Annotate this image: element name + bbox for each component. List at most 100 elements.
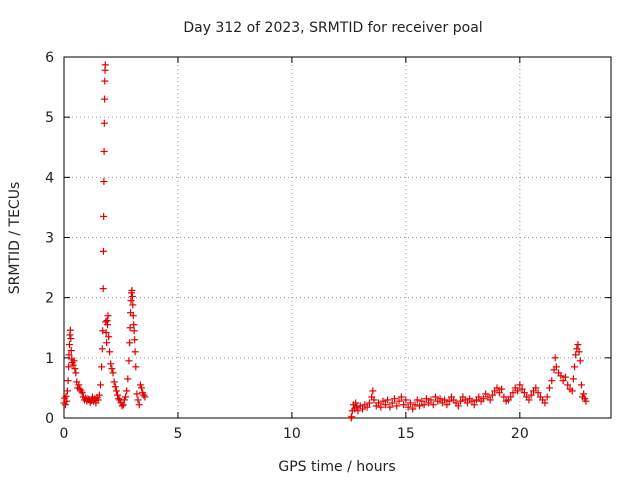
data-point — [128, 292, 136, 300]
data-point — [576, 357, 584, 365]
data-point — [115, 395, 123, 403]
x-tick-label: 0 — [60, 426, 69, 442]
data-point — [126, 324, 134, 332]
data-point — [552, 363, 560, 371]
data-point — [130, 327, 138, 335]
data-point — [99, 285, 107, 293]
data-point — [64, 377, 72, 385]
data-point — [131, 336, 139, 344]
data-point — [493, 384, 501, 392]
data-point — [70, 357, 78, 365]
data-point — [514, 387, 522, 395]
data-point — [571, 363, 579, 371]
data-point — [559, 377, 567, 385]
data-point — [126, 339, 134, 347]
data-point — [135, 401, 143, 409]
y-tick-label: 0 — [45, 411, 54, 427]
data-point — [427, 396, 435, 404]
data-point — [411, 401, 419, 409]
data-point — [406, 399, 414, 407]
data-point — [114, 391, 122, 399]
x-tick-label: 15 — [397, 426, 415, 442]
data-point — [119, 401, 127, 409]
data-point — [110, 378, 118, 386]
data-point — [516, 381, 524, 389]
data-point — [94, 396, 102, 404]
data-point — [133, 390, 141, 398]
data-point — [413, 396, 421, 404]
data-point — [422, 395, 430, 403]
data-point — [63, 397, 71, 405]
data-point — [375, 399, 383, 407]
data-point — [527, 391, 535, 399]
x-tick-label: 5 — [173, 426, 182, 442]
data-point — [78, 389, 86, 397]
data-point — [141, 393, 149, 401]
data-point — [348, 413, 356, 421]
data-point — [129, 301, 137, 309]
data-point — [359, 405, 367, 413]
data-point — [100, 147, 108, 155]
data-point — [441, 396, 449, 404]
data-point — [129, 312, 137, 320]
data-point — [100, 119, 108, 127]
data-point — [69, 361, 77, 369]
data-point — [98, 345, 106, 353]
data-point — [397, 393, 405, 401]
y-axis-label: SRMTID / TECUs — [7, 182, 23, 295]
grid — [64, 57, 611, 418]
data-point — [561, 373, 569, 381]
data-point — [98, 363, 106, 371]
data-point — [102, 329, 110, 337]
data-point — [75, 381, 83, 389]
data-point — [568, 387, 576, 395]
data-point — [498, 385, 506, 393]
data-point — [131, 348, 139, 356]
data-point — [548, 377, 556, 385]
data-point — [457, 397, 465, 405]
y-tick-label: 5 — [45, 110, 54, 126]
data-point — [488, 391, 496, 399]
data-point — [109, 369, 117, 377]
data-point — [525, 396, 533, 404]
data-point — [99, 327, 107, 335]
data-points — [60, 61, 590, 422]
data-point — [63, 387, 71, 395]
data-point — [66, 326, 74, 334]
data-point — [130, 321, 138, 329]
data-point — [136, 381, 144, 389]
data-point — [65, 351, 73, 359]
data-point — [381, 401, 389, 409]
data-point — [122, 393, 130, 401]
data-point — [101, 61, 109, 69]
data-point — [580, 390, 588, 398]
data-point — [134, 396, 142, 404]
data-point — [390, 395, 398, 403]
data-point — [468, 397, 476, 405]
data-point — [61, 401, 69, 409]
data-point — [470, 401, 478, 409]
data-point — [551, 354, 559, 362]
data-point — [118, 402, 126, 410]
data-point — [409, 405, 417, 413]
chart-title: Day 312 of 2023, SRMTID for receiver poa… — [183, 20, 482, 36]
data-point — [112, 387, 120, 395]
data-point — [67, 335, 75, 343]
data-point — [432, 393, 440, 401]
data-point — [429, 401, 437, 409]
data-point — [443, 401, 451, 409]
y-tick-label: 3 — [45, 231, 54, 247]
data-point — [518, 385, 526, 393]
data-point — [132, 363, 140, 371]
data-point — [509, 389, 517, 397]
data-point — [393, 402, 401, 410]
data-point — [352, 399, 360, 407]
data-point — [104, 312, 112, 320]
data-point — [507, 393, 515, 401]
data-point — [124, 375, 132, 383]
y-tick-label: 1 — [45, 351, 54, 367]
y-tick-label: 6 — [45, 50, 54, 66]
data-point — [569, 375, 577, 383]
data-point — [545, 384, 553, 392]
